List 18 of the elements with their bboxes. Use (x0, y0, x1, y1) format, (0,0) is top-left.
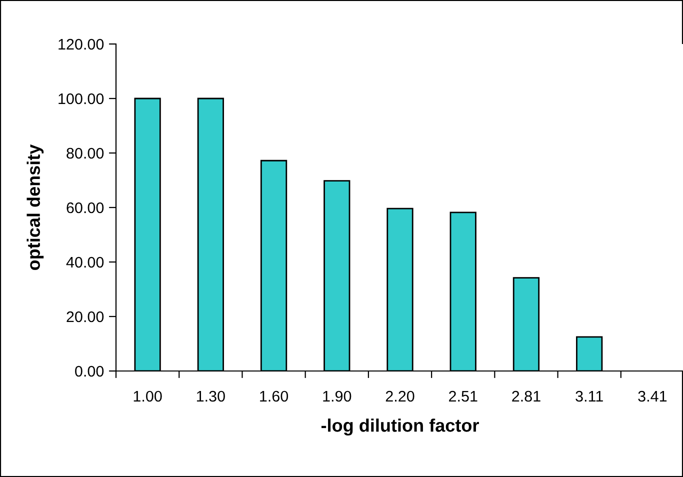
x-tick-label: 2.81 (512, 390, 540, 402)
y-axis-title: optical density (26, 144, 44, 270)
x-tick-label: 2.51 (449, 390, 478, 402)
x-tick-label: 3.41 (638, 390, 667, 402)
y-tick-label: 20.00 (66, 311, 104, 322)
x-tick-label: 3.11 (576, 390, 603, 402)
y-tick-label: 80.00 (66, 148, 104, 159)
y-tick-label: 40.00 (66, 256, 104, 268)
x-tick-label: 2.20 (386, 390, 414, 402)
x-tick-label: 1.90 (323, 390, 352, 402)
x-tick-label: 1.30 (196, 390, 225, 402)
y-tick-label: 60.00 (66, 202, 104, 214)
x-axis-title: -log dilution factor (321, 418, 479, 436)
y-tick-label: 120.00 (58, 38, 104, 50)
y-tick-label: 100.00 (58, 93, 104, 104)
y-tick-label: 0.00 (75, 366, 104, 377)
x-tick-label: 1.60 (260, 390, 288, 402)
x-tick-label: 1.00 (134, 390, 162, 402)
